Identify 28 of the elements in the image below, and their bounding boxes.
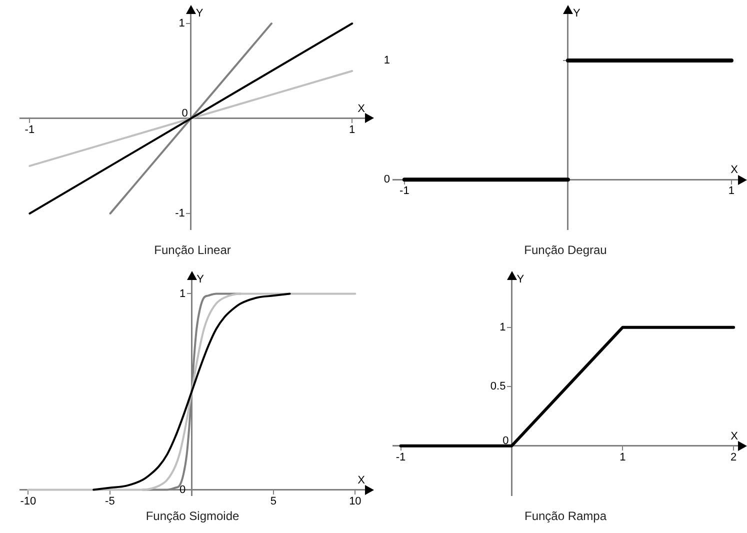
x-axis-title: X xyxy=(730,430,739,442)
y-tick-label: 1 xyxy=(180,288,186,300)
x-tick-label: -1 xyxy=(396,451,406,464)
y-axis-title: Y xyxy=(196,274,205,286)
x-tick-label: 5 xyxy=(270,495,276,508)
x-tick-label: 10 xyxy=(349,495,362,508)
y-tick-label: 1 xyxy=(500,321,506,334)
y-tick-label: 1 xyxy=(178,18,185,30)
y-tick-label: 0 xyxy=(180,484,186,496)
y-tick-label: 0 xyxy=(384,174,390,186)
y-axis-title: Y xyxy=(572,8,581,20)
y-tick-label: -1 xyxy=(175,207,185,220)
y-axis-title: Y xyxy=(516,274,525,286)
y-tick-label: 0.5 xyxy=(490,380,506,393)
text: Função Linear xyxy=(154,243,231,258)
x-axis-title: X xyxy=(358,103,366,116)
y-axis-title: Y xyxy=(196,8,204,20)
x-tick-label: -10 xyxy=(20,495,36,508)
y-tick-label: 0 xyxy=(182,107,188,120)
x-tick-label: 2 xyxy=(730,451,737,464)
y-tick-label: 0 xyxy=(502,434,509,447)
text: Função Sigmoide xyxy=(146,509,240,524)
x-tick-label: -5 xyxy=(105,495,115,508)
x-axis-title: X xyxy=(730,164,739,176)
x-tick-label: 1 xyxy=(620,451,626,464)
text: Função Rampa xyxy=(524,509,607,524)
text: Função Degrau xyxy=(524,243,607,258)
x-axis-title: X xyxy=(358,474,366,486)
